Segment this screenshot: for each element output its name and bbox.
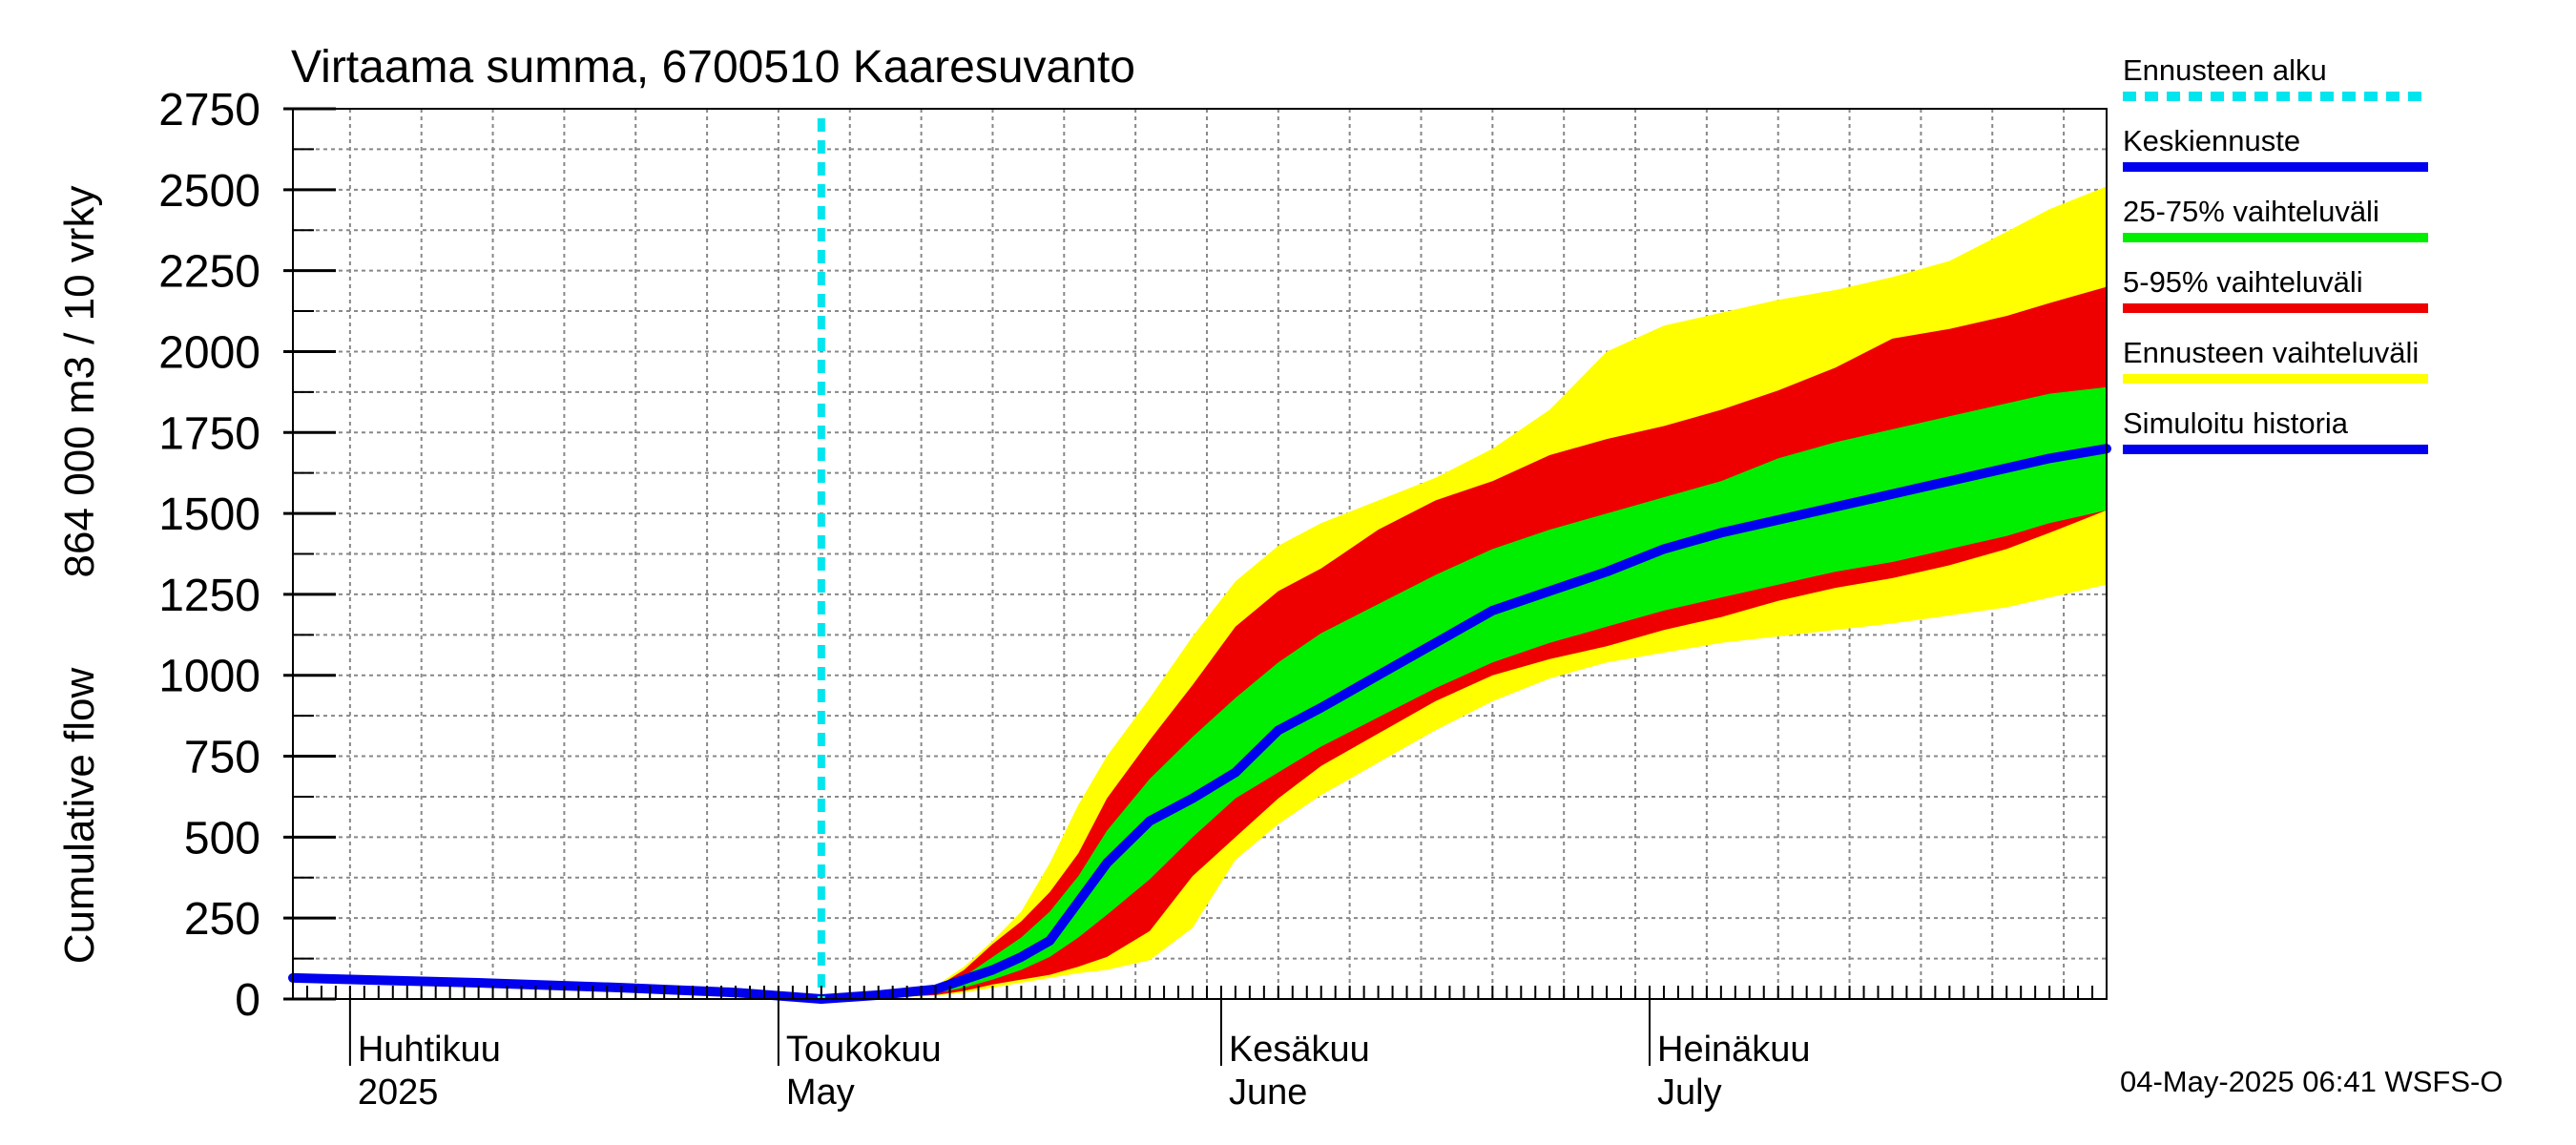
- y-tick-label: 1000: [158, 652, 260, 702]
- axes: 0 250 500 750 1000 1250 1500 1750 2000 2250 2500 27…: [158, 85, 2108, 1113]
- legend-label: Ennusteen vaihteluväli: [2123, 336, 2419, 369]
- legend: Ennusteen alku Keskiennuste 25-75% vaihtel…: [2123, 53, 2428, 454]
- y-tick-label: 1500: [158, 489, 260, 540]
- y-tick-label: 2500: [158, 166, 260, 217]
- y-tick-label: 2250: [158, 247, 260, 298]
- legend-label: Simuloitu historia: [2123, 406, 2349, 440]
- legend-label: Ennusteen alku: [2123, 53, 2327, 87]
- y-tick-label: 1250: [158, 571, 260, 621]
- x-month-label: Heinäkuu: [1657, 1030, 1811, 1070]
- x-month-label: Huhtikuu: [358, 1030, 501, 1070]
- x-month-label: Toukokuu: [786, 1030, 942, 1070]
- y-tick-label: 2750: [158, 85, 260, 135]
- legend-label: Keskiennuste: [2123, 124, 2300, 157]
- y-tick-label: 750: [184, 733, 260, 783]
- y-tick-label: 0: [235, 975, 260, 1026]
- x-month-sublabel: June: [1229, 1072, 1307, 1113]
- y-axis-label-line1: Cumulative flow: [56, 668, 103, 965]
- legend-label: 5-95% vaihteluväli: [2123, 265, 2363, 299]
- y-tick-label: 1750: [158, 408, 260, 459]
- line-keskiennuste: [816, 444, 2111, 1004]
- plot-area: [288, 118, 2111, 1004]
- x-month-sublabel: July: [1657, 1072, 1722, 1113]
- y-tick-label: 500: [184, 813, 260, 864]
- y-tick-label: 2000: [158, 327, 260, 378]
- x-month-label: Kesäkuu: [1229, 1030, 1370, 1070]
- y-axis-label-line2: 864 000 m3 / 10 vrky: [56, 186, 103, 578]
- chart-title: Virtaama summa, 6700510 Kaaresuvanto: [291, 42, 1135, 93]
- band-25-75-vaihteluv-li: [821, 386, 2107, 999]
- legend-label: 25-75% vaihteluväli: [2123, 195, 2379, 228]
- footer-timestamp: 04-May-2025 06:41 WSFS-O: [2120, 1065, 2503, 1098]
- y-tick-label: 250: [184, 894, 260, 945]
- x-month-sublabel: May: [786, 1072, 855, 1113]
- x-month-sublabel: 2025: [358, 1072, 439, 1113]
